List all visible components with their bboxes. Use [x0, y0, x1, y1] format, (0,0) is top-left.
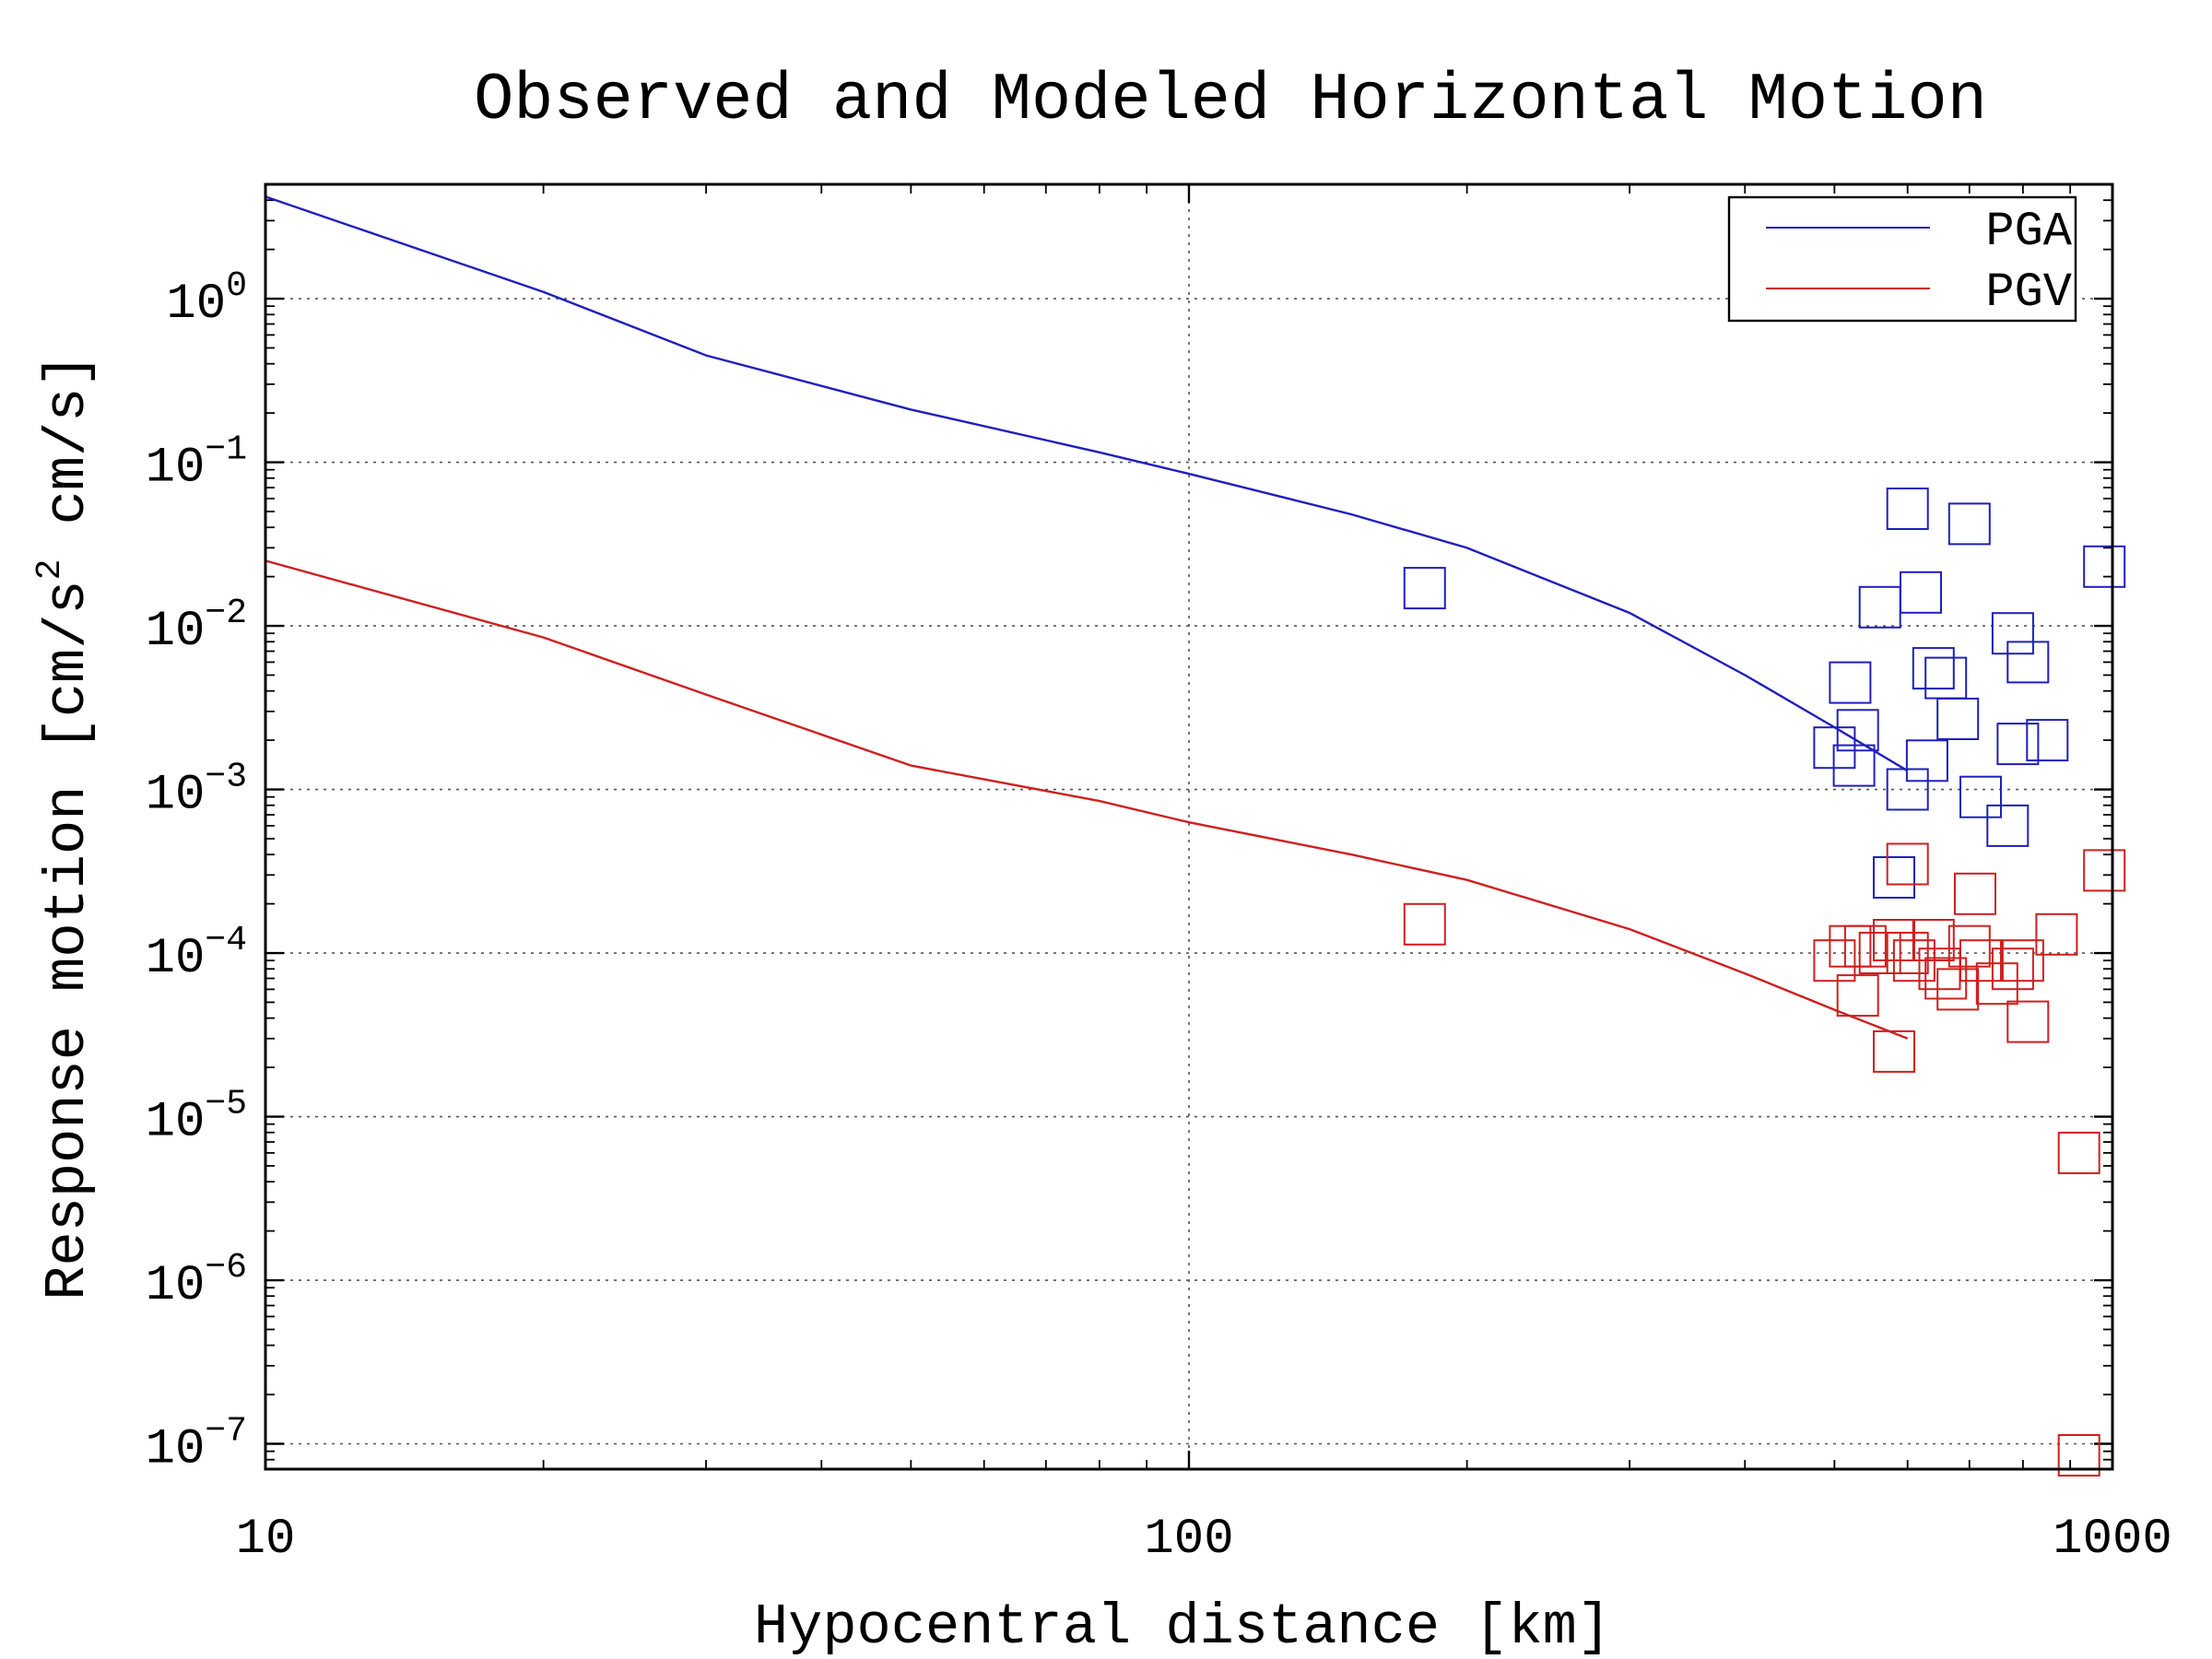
y-axis-label: Response motion [cm/s2 cm/s]	[30, 353, 100, 1300]
x-tick-labels: 10 100 1000	[236, 1512, 2172, 1568]
y-tick-label: 10−5	[146, 1085, 247, 1151]
pga-observed-point	[1858, 585, 1901, 629]
pga-observed-point	[1912, 647, 1955, 690]
pgv-observed-point	[1954, 872, 1996, 915]
y-tick-exponent: −4	[205, 921, 247, 960]
pga-observed-point	[1900, 571, 1942, 614]
y-axis-label-tail: cm/s]	[35, 353, 100, 559]
legend-label-pgv: PGV	[1985, 265, 2072, 320]
pgv-observed-point	[1886, 842, 1929, 886]
pgv-observed-point	[1912, 919, 1955, 961]
pgv-observed-point	[2083, 849, 2126, 892]
pga-observed-point	[2006, 641, 2050, 684]
y-tick-exponent: −6	[205, 1248, 247, 1288]
y-axis-label-main: Response motion [cm/s	[35, 580, 100, 1300]
pgv-observed-point	[1873, 1030, 1915, 1073]
pgv-observed-point	[2057, 1131, 2100, 1174]
plot-frame	[264, 182, 2114, 1471]
y-tick-exponent: −5	[205, 1085, 247, 1124]
observed-points	[1403, 488, 2126, 1477]
pga-observed-point	[1832, 744, 1876, 787]
pgv-model-line	[265, 559, 1909, 1040]
pga-observed-point	[1886, 768, 1929, 811]
y-tick-label: 100	[166, 266, 247, 333]
pga-observed-point	[1836, 709, 1879, 752]
y-tick-base: 10	[146, 604, 206, 660]
pgv-observed-point	[2001, 939, 2044, 982]
pgv-observed-point	[1886, 932, 1929, 974]
chart-title: Observed and Modeled Horizontal Motion	[474, 63, 1987, 138]
pga-observed-point	[1403, 567, 1446, 610]
y-tick-exponent: 0	[226, 266, 247, 306]
x-axis-label: Hypocentral distance [km]	[754, 1594, 1611, 1659]
legend: PGA PGV	[1727, 195, 2077, 323]
pgv-observed-point	[1403, 902, 1446, 946]
pgv-observed-point	[1959, 939, 2002, 982]
pgv-observed-point	[1836, 974, 1879, 1018]
pga-model-line	[265, 195, 1909, 772]
model-lines	[265, 195, 1909, 1040]
x-tick-label: 10	[236, 1512, 296, 1568]
y-tick-exponent: −1	[205, 430, 247, 470]
y-tick-exponent: −3	[205, 758, 247, 797]
pga-observed-point	[1873, 856, 1915, 899]
pgv-observed-point	[1813, 939, 1856, 982]
pga-observed-point	[2026, 719, 2069, 762]
y-tick-label: 10−2	[146, 594, 247, 660]
pga-observed-point	[1829, 661, 1872, 704]
y-tick-base: 10	[146, 931, 206, 987]
pgv-observed-point	[2035, 912, 2078, 956]
y-tick-base: 10	[146, 768, 206, 824]
pgv-observed-point	[1843, 924, 1887, 968]
y-tick-label: 10−1	[146, 430, 247, 497]
pgv-observed-point	[1991, 947, 2034, 991]
grid-layer	[265, 184, 2112, 1469]
y-tick-base: 10	[166, 276, 226, 333]
legend-box	[1727, 195, 2077, 323]
y-tick-label: 10−6	[146, 1248, 247, 1314]
pgv-observed-point	[1947, 924, 1991, 968]
pgv-observed-point	[1975, 962, 2018, 1006]
pgv-observed-point	[1936, 968, 1980, 1011]
pga-observed-point	[1924, 656, 1968, 700]
pgv-observed-point	[2057, 1434, 2100, 1477]
pgv-observed-point	[2006, 1000, 2050, 1043]
y-tick-base: 10	[146, 441, 206, 497]
pgv-observed-point	[1858, 932, 1901, 974]
y-tick-exponent: −7	[205, 1412, 247, 1452]
y-tick-label: 10−4	[146, 921, 247, 987]
y-tick-base: 10	[146, 1258, 206, 1314]
y-tick-label: 10−7	[146, 1412, 247, 1478]
x-tick-label: 100	[1144, 1512, 1233, 1568]
pga-observed-point	[1991, 612, 2034, 655]
pga-observed-point	[1959, 775, 2002, 818]
y-tick-exponent: −2	[205, 594, 247, 633]
pga-observed-point	[1986, 804, 2030, 847]
y-tick-base: 10	[146, 1095, 206, 1151]
pga-observed-point	[1886, 488, 1929, 530]
pga-observed-point	[1996, 723, 2040, 766]
pga-observed-point	[1947, 502, 1991, 546]
y-axis-label-superscript: 2	[30, 559, 70, 581]
x-tick-label: 1000	[2053, 1512, 2172, 1568]
y-tick-base: 10	[146, 1422, 206, 1478]
pgv-observed-point	[1924, 957, 1968, 1000]
y-tick-label: 10−3	[146, 758, 247, 824]
pga-observed-point	[2083, 545, 2126, 588]
pga-observed-point	[1936, 698, 1980, 740]
legend-label-pga: PGA	[1985, 205, 2072, 259]
